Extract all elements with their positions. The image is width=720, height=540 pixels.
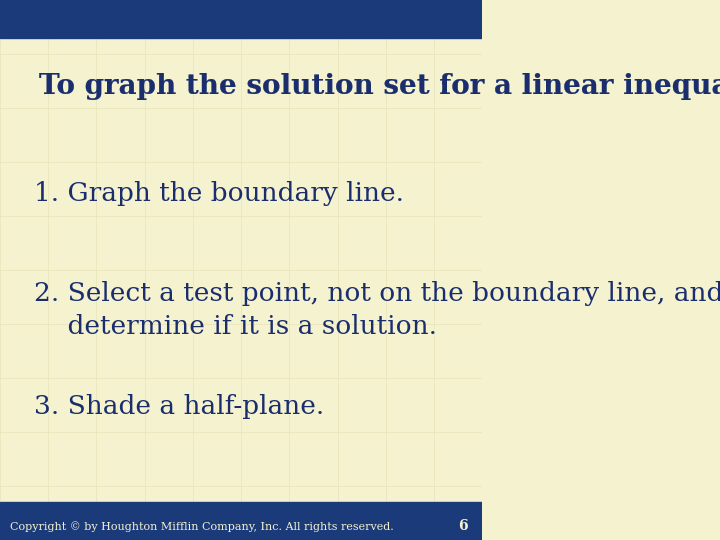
Text: 6: 6 [459, 519, 468, 534]
Text: To graph the solution set for a linear inequality: To graph the solution set for a linear i… [39, 73, 720, 100]
Text: 1. Graph the boundary line.: 1. Graph the boundary line. [34, 181, 404, 206]
Text: To graph the solution set for a linear inequality:: To graph the solution set for a linear i… [39, 73, 720, 100]
Text: Copyright © by Houghton Mifflin Company, Inc. All rights reserved.: Copyright © by Houghton Mifflin Company,… [9, 521, 393, 532]
Bar [0, 0, 482, 38]
Text: :: : [438, 73, 447, 100]
Text: 3. Shade a half-plane.: 3. Shade a half-plane. [34, 394, 324, 419]
Bar [0, 502, 482, 540]
Text: To graph the solution set for a linear inequality: To graph the solution set for a linear i… [39, 73, 720, 100]
Text: 2. Select a test point, not on the boundary line, and
    determine if it is a s: 2. Select a test point, not on the bound… [34, 281, 720, 339]
